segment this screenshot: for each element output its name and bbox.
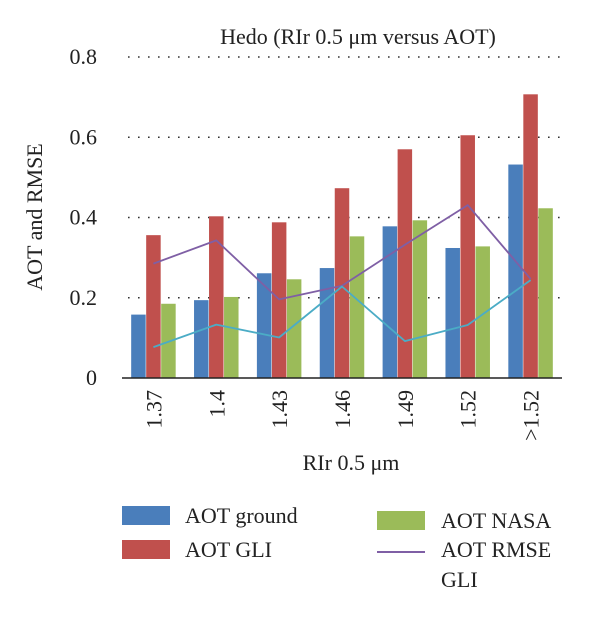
bar-aot-ground-5 bbox=[445, 247, 460, 378]
line-series-4 bbox=[153, 279, 532, 348]
y-tick-label: 0 bbox=[86, 365, 97, 390]
legend-label: AOT NASA bbox=[441, 508, 551, 533]
bar-aot-ground-0 bbox=[131, 314, 146, 378]
legend-label: AOT RMSE bbox=[441, 537, 551, 562]
bar-aot-nasa-3 bbox=[349, 236, 365, 378]
bar-aot-ground-6 bbox=[508, 164, 523, 378]
bar-aot-ground-3 bbox=[319, 268, 335, 378]
x-tick-labels: 1.37 1.4 1.43 1.46 1.49 1.52 >1.52 bbox=[141, 390, 543, 441]
bar-aot-gli-5 bbox=[460, 135, 475, 378]
y-tick-label: 0.8 bbox=[70, 44, 98, 69]
bar-aot-nasa-4 bbox=[412, 220, 428, 378]
legend-label: AOT ground bbox=[185, 503, 298, 528]
x-tick-label: 1.46 bbox=[330, 390, 355, 429]
y-tick-labels: 0 0.2 0.4 0.6 0.8 bbox=[70, 44, 98, 390]
x-tick-label: 1.4 bbox=[204, 390, 229, 418]
legend-item: AOT NASA bbox=[377, 508, 551, 533]
bar-aot-gli-1 bbox=[209, 216, 224, 378]
series-lines bbox=[153, 204, 532, 348]
bar-aot-gli-0 bbox=[146, 235, 161, 378]
legend-item: AOT RMSE GLI bbox=[377, 537, 551, 592]
bar-aot-ground-1 bbox=[194, 300, 209, 378]
x-tick-label: 1.49 bbox=[393, 390, 418, 429]
y-tick-label: 0.6 bbox=[70, 124, 98, 149]
x-tick-label: 1.37 bbox=[141, 390, 166, 429]
legend-swatch bbox=[122, 506, 170, 525]
y-tick-label: 0.4 bbox=[70, 205, 98, 230]
x-axis-label: RIr 0.5 μm bbox=[303, 450, 400, 475]
x-tick-label: 1.52 bbox=[456, 390, 481, 429]
bar-aot-nasa-1 bbox=[224, 296, 239, 378]
bar-aot-ground-2 bbox=[256, 273, 272, 378]
bar-aot-gli-6 bbox=[523, 94, 538, 378]
x-tick-label: 1.43 bbox=[267, 390, 292, 429]
bar-aot-ground-4 bbox=[382, 226, 398, 378]
legend-swatch bbox=[377, 511, 425, 530]
legend-item: AOT ground bbox=[122, 503, 298, 528]
legend: AOT ground AOT NASA AOT GLI AOT RMSE GLI bbox=[122, 503, 551, 592]
legend-swatch bbox=[122, 540, 170, 559]
y-tick-label: 0.2 bbox=[70, 285, 98, 310]
bar-aot-gli-3 bbox=[334, 188, 350, 378]
bar-aot-nasa-6 bbox=[538, 208, 553, 378]
bar-aot-nasa-2 bbox=[286, 279, 302, 378]
legend-item: AOT GLI bbox=[122, 537, 272, 562]
y-axis-label: AOT and RMSE bbox=[22, 143, 47, 291]
bar-aot-nasa-5 bbox=[475, 246, 490, 378]
legend-label: AOT GLI bbox=[185, 537, 272, 562]
x-tick-label: >1.52 bbox=[519, 390, 544, 441]
bar-aot-gli-4 bbox=[397, 149, 413, 378]
legend-label: GLI bbox=[441, 567, 478, 592]
chart-title: Hedo (RIr 0.5 μm versus AOT) bbox=[220, 24, 496, 49]
